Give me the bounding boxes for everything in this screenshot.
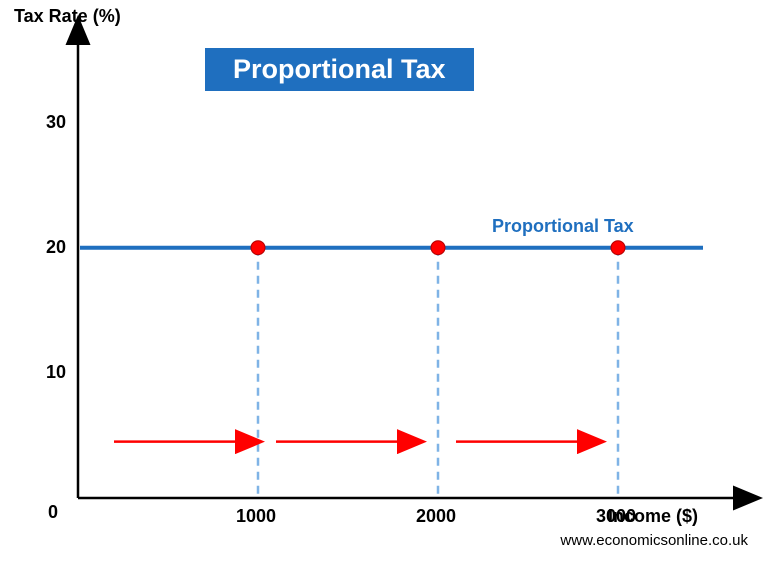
x-tick-label: 2000	[416, 506, 456, 527]
proportional-tax-chart: Proportional Tax Tax Rate (%) Income ($)…	[0, 0, 768, 568]
series-label: Proportional Tax	[492, 216, 634, 237]
y-tick-label: 30	[46, 112, 66, 133]
y-tick-label: 20	[46, 237, 66, 258]
x-tick-label: 3000	[596, 506, 636, 527]
chart-title-text: Proportional Tax	[233, 54, 446, 84]
x-tick-label: 1000	[236, 506, 276, 527]
chart-title-banner: Proportional Tax	[205, 48, 474, 91]
origin-label: 0	[48, 502, 58, 523]
source-text: www.economicsonline.co.uk	[560, 532, 748, 549]
y-axis-label: Tax Rate (%)	[14, 6, 121, 27]
y-tick-label: 10	[46, 362, 66, 383]
